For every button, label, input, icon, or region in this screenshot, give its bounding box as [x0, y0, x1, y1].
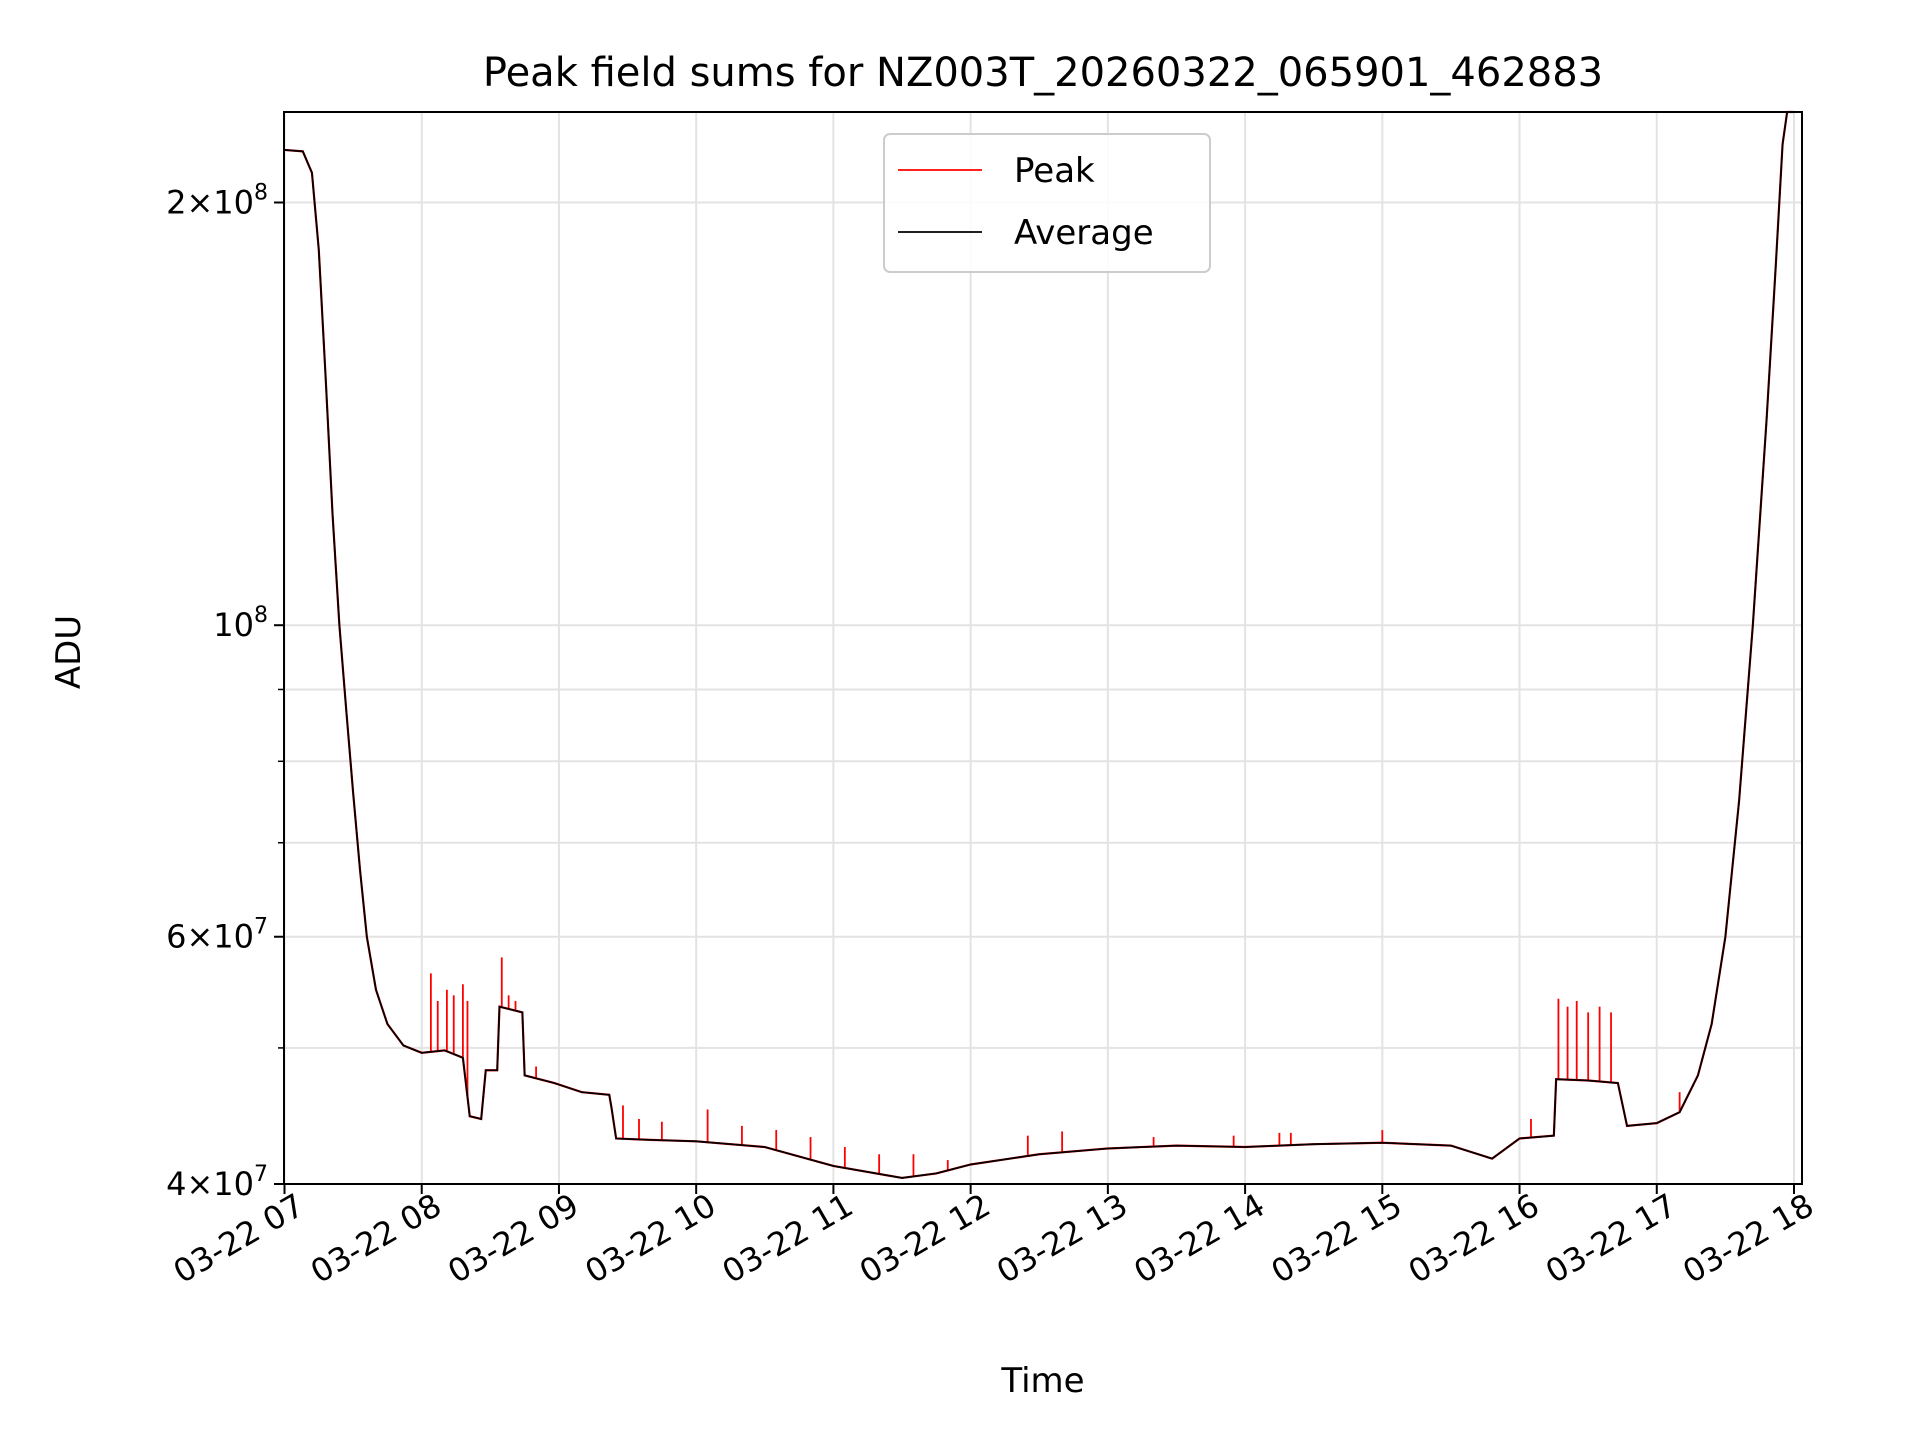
plot-data	[284, 110, 1794, 1180]
legend-label-average: Average	[1014, 213, 1154, 253]
y-tick-label: 4×107	[166, 1162, 268, 1203]
x-axis-label: Time	[1000, 1361, 1084, 1401]
axes-frame	[283, 111, 1803, 1185]
y-tick-label: 6×107	[166, 915, 268, 956]
grid	[283, 112, 1802, 1185]
y-tick-label: 108	[213, 603, 268, 644]
y-tick-label: 2×108	[166, 181, 268, 222]
legend-label-peak: Peak	[1014, 151, 1095, 191]
series-line-average	[284, 111, 1794, 1179]
chart-title: Peak field sums for NZ003T_20260322_0659…	[483, 50, 1603, 96]
y-axis-label: ADU	[49, 615, 89, 689]
legend-box	[883, 133, 1211, 273]
legend: Peak Average	[883, 133, 1211, 273]
